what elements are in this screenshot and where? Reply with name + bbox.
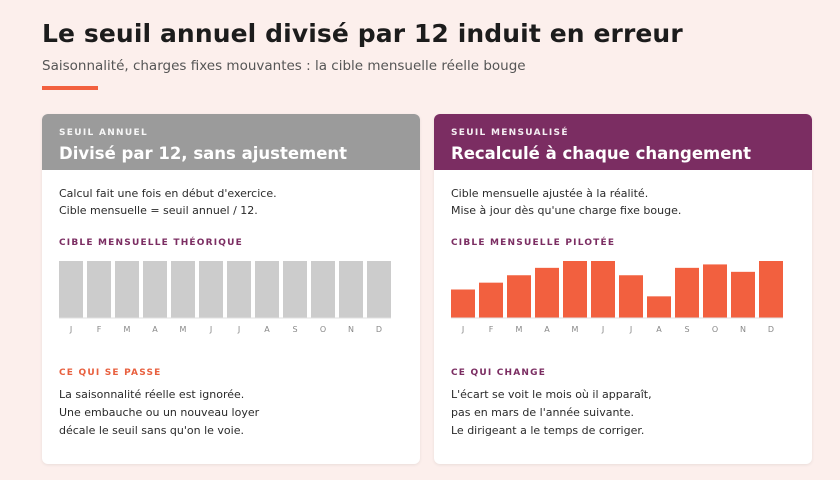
bar-4	[535, 267, 559, 318]
bar-9	[675, 267, 699, 318]
bar-6	[591, 261, 615, 318]
bar-12	[759, 261, 783, 318]
bar-1	[451, 289, 475, 318]
bar-10	[311, 261, 335, 318]
note-line: Une embauche ou un nouveau loyer	[59, 406, 260, 419]
monthly-threshold-card: SEUIL MENSUALISÉ Recalculé à chaque chan…	[434, 114, 812, 464]
note-line: L'écart se voit le mois où il apparaît,	[451, 388, 652, 401]
card-description: Cible mensuelle ajustée à la réalité. Mi…	[451, 186, 681, 219]
chart-label: CIBLE MENSUELLE PILOTÉE	[451, 238, 616, 248]
note-label: CE QUI CHANGE	[451, 368, 547, 378]
tick-label-5: M	[180, 325, 187, 334]
note-label: CE QUI SE PASSE	[59, 368, 162, 378]
tick-label-4: A	[152, 325, 158, 334]
note-text: L'écart se voit le mois où il apparaît, …	[451, 386, 652, 440]
bar-1	[59, 261, 83, 318]
bar-2	[479, 282, 503, 318]
tick-label-3: M	[516, 325, 523, 334]
bar-7	[619, 275, 643, 318]
description-line: Cible mensuelle = seuil annuel / 12.	[59, 203, 258, 217]
bar-5	[563, 261, 587, 318]
description-line: Calcul fait une fois en début d'exercice…	[59, 187, 277, 200]
tick-label-10: O	[712, 325, 718, 334]
card-title: Recalculé à chaque changement	[451, 144, 752, 163]
note-text: La saisonnalité réelle est ignorée. Une …	[59, 386, 259, 440]
bar-2	[87, 261, 111, 318]
bar-11	[339, 261, 363, 318]
note-line: Le dirigeant a le temps de corriger.	[451, 424, 645, 437]
tick-label-9: S	[292, 325, 297, 334]
bar-7	[227, 261, 251, 318]
annual-threshold-card: SEUIL ANNUEL Divisé par 12, sans ajustem…	[42, 114, 420, 464]
note-line: décale le seuil sans qu'on le voie.	[59, 424, 244, 437]
card-description: Calcul fait une fois en début d'exercice…	[59, 186, 277, 219]
tick-label-7: J	[629, 325, 632, 334]
card-header: SEUIL MENSUALISÉ Recalculé à chaque chan…	[434, 114, 812, 170]
bar-8	[255, 261, 279, 318]
tick-label-11: N	[740, 325, 746, 334]
tick-label-8: A	[656, 325, 662, 334]
tick-label-8: A	[264, 325, 270, 334]
card-kicker: SEUIL MENSUALISÉ	[451, 128, 569, 138]
tick-label-9: S	[684, 325, 689, 334]
bar-11	[731, 271, 755, 318]
bar-5	[171, 261, 195, 318]
tick-label-4: A	[544, 325, 550, 334]
description-line: Cible mensuelle ajustée à la réalité.	[451, 187, 649, 200]
tick-label-6: J	[601, 325, 604, 334]
note-line: pas en mars de l'année suivante.	[451, 406, 634, 419]
bar-8	[647, 296, 671, 318]
card-kicker: SEUIL ANNUEL	[59, 128, 148, 138]
tick-label-2: F	[97, 325, 102, 334]
note-line: La saisonnalité réelle est ignorée.	[59, 388, 245, 401]
tick-label-7: J	[237, 325, 240, 334]
page-title: Le seuil annuel divisé par 12 induit en …	[42, 19, 683, 48]
chart-label: CIBLE MENSUELLE THÉORIQUE	[59, 238, 244, 248]
card-header: SEUIL ANNUEL Divisé par 12, sans ajustem…	[42, 114, 420, 170]
bar-3	[115, 261, 139, 318]
bar-4	[143, 261, 167, 318]
bar-6	[199, 261, 223, 318]
tick-label-10: O	[320, 325, 326, 334]
tick-label-1: J	[461, 325, 464, 334]
bar-12	[367, 261, 391, 318]
tick-label-2: F	[489, 325, 494, 334]
bar-10	[703, 264, 727, 318]
accent-rule	[42, 86, 98, 90]
bar-3	[507, 275, 531, 318]
tick-label-11: N	[348, 325, 354, 334]
tick-label-12: D	[768, 325, 774, 334]
page-subtitle: Saisonnalité, charges fixes mouvantes : …	[42, 58, 526, 74]
tick-label-3: M	[124, 325, 131, 334]
tick-label-1: J	[69, 325, 72, 334]
bar-9	[283, 261, 307, 318]
card-title: Divisé par 12, sans ajustement	[59, 144, 348, 163]
tick-label-6: J	[209, 325, 212, 334]
description-line: Mise à jour dès qu'une charge fixe bouge…	[451, 203, 682, 217]
tick-label-12: D	[376, 325, 382, 334]
tick-label-5: M	[572, 325, 579, 334]
